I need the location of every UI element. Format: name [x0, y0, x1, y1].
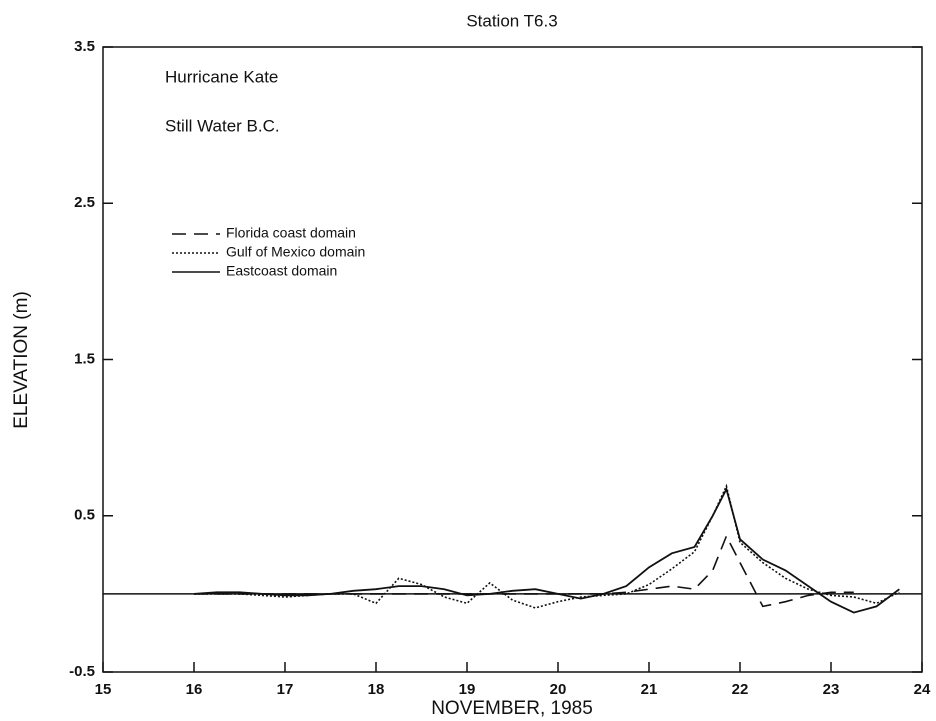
- x-tick-label: 17: [277, 681, 294, 698]
- chart-title: Station T6.3: [466, 11, 557, 30]
- x-tick-label: 15: [95, 681, 112, 698]
- series-line: [194, 534, 854, 608]
- series-line: [194, 483, 900, 609]
- series-line: [193, 486, 900, 614]
- y-tick-label: 1.5: [74, 350, 95, 367]
- annotation: Hurricane Kate: [165, 67, 278, 86]
- legend-label: Eastcoast domain: [226, 263, 337, 279]
- x-tick-label: 19: [459, 681, 476, 698]
- y-tick-label: 3.5: [74, 38, 95, 55]
- legend-label: Gulf of Mexico domain: [226, 244, 365, 260]
- legend-label: Florida coast domain: [226, 225, 356, 241]
- x-tick-label: 16: [186, 681, 203, 698]
- x-tick-label: 22: [732, 681, 749, 698]
- x-axis-label: NOVEMBER, 1985: [431, 698, 593, 719]
- y-tick-label: 0.5: [74, 507, 95, 524]
- y-axis-label: ELEVATION (m): [11, 291, 32, 429]
- x-tick-label: 24: [914, 681, 931, 698]
- y-tick-label: 2.5: [74, 194, 95, 211]
- x-tick-label: 21: [641, 681, 658, 698]
- plot-frame: [102, 46, 923, 673]
- y-tick-label: -0.5: [69, 663, 95, 680]
- x-tick-label: 23: [823, 681, 840, 698]
- annotation: Still Water B.C.: [165, 116, 280, 135]
- x-tick-label: 20: [550, 681, 567, 698]
- x-tick-label: 18: [368, 681, 385, 698]
